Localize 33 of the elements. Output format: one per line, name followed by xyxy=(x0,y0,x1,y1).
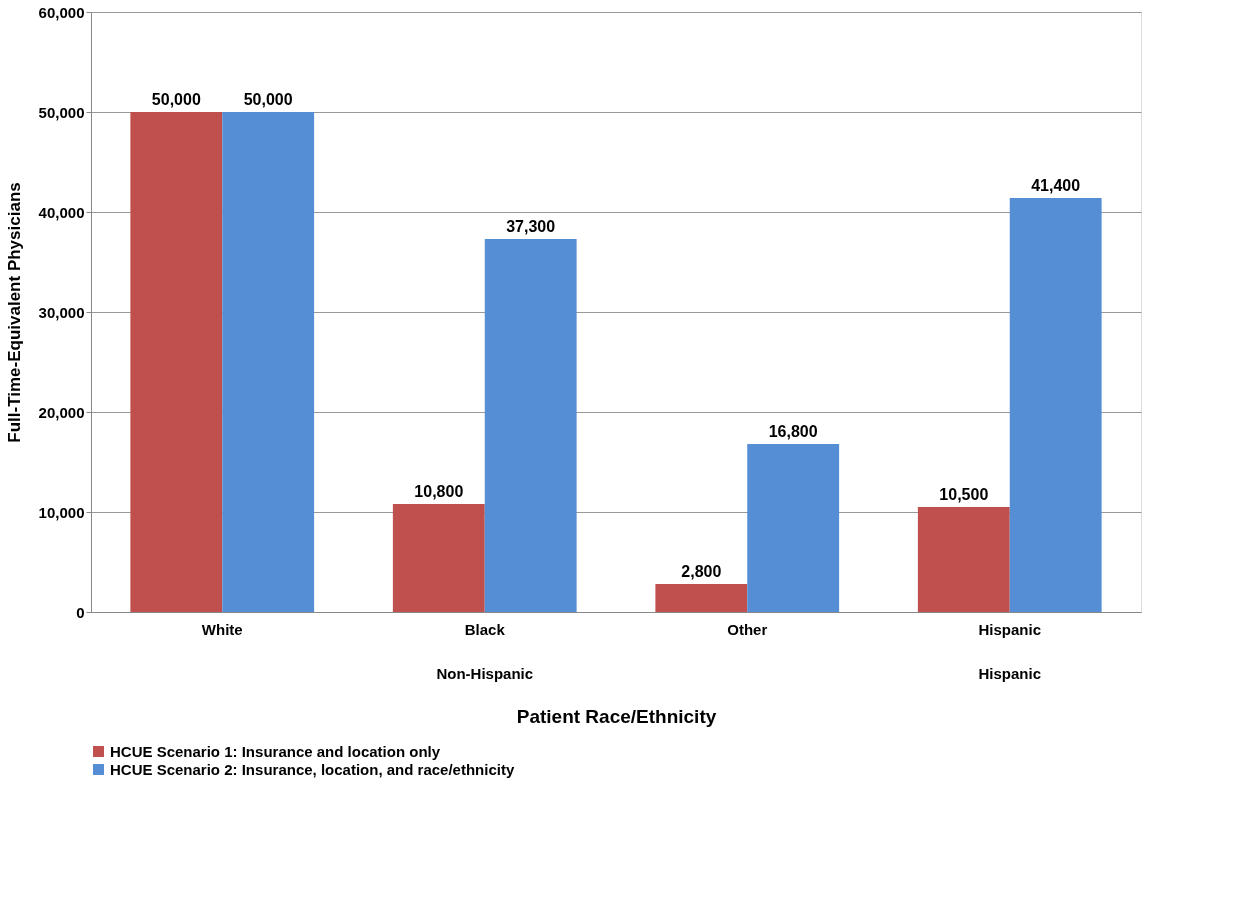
legend-label: HCUE Scenario 1: Insurance and location only xyxy=(110,742,441,760)
data-label: 41,400 xyxy=(1031,177,1081,194)
legend-label: HCUE Scenario 2: Insurance, location, and race/ethnicity xyxy=(110,760,515,778)
bar xyxy=(917,507,1010,612)
text: Hispanic xyxy=(978,665,1042,682)
y-tick-label: 40,000 xyxy=(38,203,85,221)
y-tick-label: 0 xyxy=(76,603,85,621)
y-tick-label: 30,000 xyxy=(38,303,85,321)
bar xyxy=(747,444,840,612)
bar xyxy=(392,504,485,612)
y-tick-label: 60,000 xyxy=(38,3,85,21)
bar xyxy=(655,584,748,612)
data-label: 37,300 xyxy=(506,218,556,235)
x-tick-label: Hispanic xyxy=(978,620,1042,638)
bar xyxy=(222,112,315,612)
data-label: 10,800 xyxy=(414,483,464,500)
data-label: 16,800 xyxy=(768,423,818,440)
y-tick-label: 10,000 xyxy=(38,503,85,521)
data-label: 10,500 xyxy=(939,486,989,503)
data-label: 2,800 xyxy=(681,563,722,580)
y-axis-title: Full-Time-Equivalent Physicians xyxy=(4,182,24,443)
x-axis-title: Patient Race/Ethnicity xyxy=(516,705,717,727)
data-label: 50,000 xyxy=(243,91,293,108)
y-tick-label: 50,000 xyxy=(38,103,85,121)
bar xyxy=(484,239,577,612)
bar xyxy=(1009,198,1102,612)
y-tick-label: 20,000 xyxy=(38,403,85,421)
x-tick-label: Black xyxy=(464,620,506,638)
x-tick-label: Other xyxy=(727,620,768,638)
text: Non-Hispanic xyxy=(436,665,534,682)
data-label: 50,000 xyxy=(151,91,201,108)
bar xyxy=(130,112,223,612)
x-tick-label: White xyxy=(201,620,243,638)
